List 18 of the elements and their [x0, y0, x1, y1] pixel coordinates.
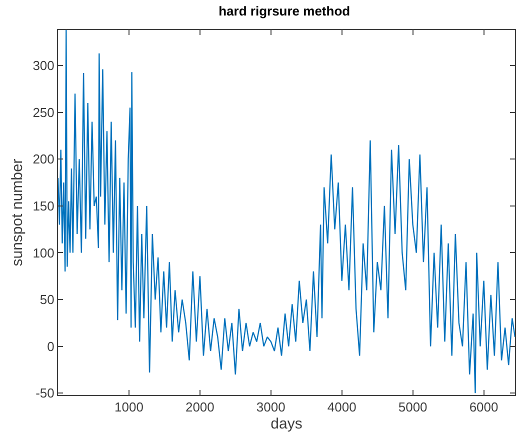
- x-tick-label: 1000: [114, 400, 144, 415]
- x-tick-label: 2000: [185, 400, 214, 415]
- y-tick-label: 150: [32, 198, 54, 214]
- y-tick-label: 0: [47, 338, 54, 354]
- chart-title: hard rigrsure method: [218, 4, 350, 19]
- y-tick-label: 50: [40, 292, 54, 308]
- y-tick-label: 100: [32, 245, 54, 260]
- x-tick-label: 6000: [469, 400, 498, 415]
- x-axis-title: days: [270, 416, 302, 433]
- line-series: [58, 30, 515, 394]
- y-tick-label: 250: [32, 104, 54, 120]
- x-tick-label: 3000: [256, 400, 286, 415]
- x-tick-label: 4000: [327, 400, 356, 415]
- y-tick-label: 200: [32, 152, 54, 167]
- y-tick-label: -50: [36, 386, 54, 401]
- y-tick-label: 300: [32, 58, 54, 74]
- x-tick-label: 5000: [398, 400, 428, 415]
- y-axis-title: sunspot number: [8, 158, 26, 266]
